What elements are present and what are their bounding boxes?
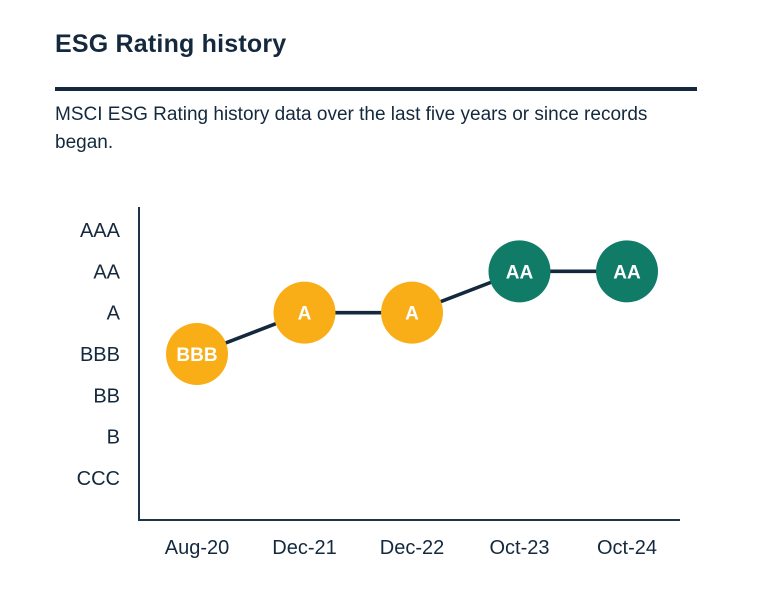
rating-point-oct-23: [488, 240, 551, 303]
rating-point-label-oct-23: AA: [506, 262, 534, 283]
rating-point-dec-22: [381, 281, 443, 344]
x-axis-label-dec-22: Dec-22: [380, 537, 444, 559]
page-title: ESG Rating history: [55, 30, 287, 58]
rating-point-label-oct-24: AA: [613, 262, 641, 283]
rating-point-label-aug-20: BBB: [176, 345, 217, 366]
y-axis-label-ccc: CCC: [77, 468, 120, 490]
rating-point-dec-21: [273, 281, 336, 344]
page-subtitle: MSCI ESG Rating history data over the la…: [55, 104, 648, 153]
rating-point-oct-24: [596, 240, 658, 303]
x-axis-label-oct-23: Oct-23: [489, 537, 549, 559]
x-axis-label-oct-24: Oct-24: [597, 537, 657, 559]
y-axis-label-bbb: BBB: [80, 344, 120, 366]
y-axis-label-aaa: AAA: [80, 220, 121, 242]
rating-point-aug-20: [166, 322, 228, 385]
x-axis-label-dec-21: Dec-21: [272, 537, 336, 559]
x-axis-label-aug-20: Aug-20: [165, 537, 230, 559]
rating-point-label-dec-21: A: [298, 304, 312, 325]
rating-point-label-dec-22: A: [405, 304, 419, 325]
title-divider: [55, 87, 697, 91]
y-axis-label-b: B: [107, 427, 120, 449]
y-axis-label-aa: AA: [93, 261, 120, 283]
y-axis-label-bb: BB: [93, 385, 120, 407]
y-axis-label-a: A: [107, 303, 121, 325]
